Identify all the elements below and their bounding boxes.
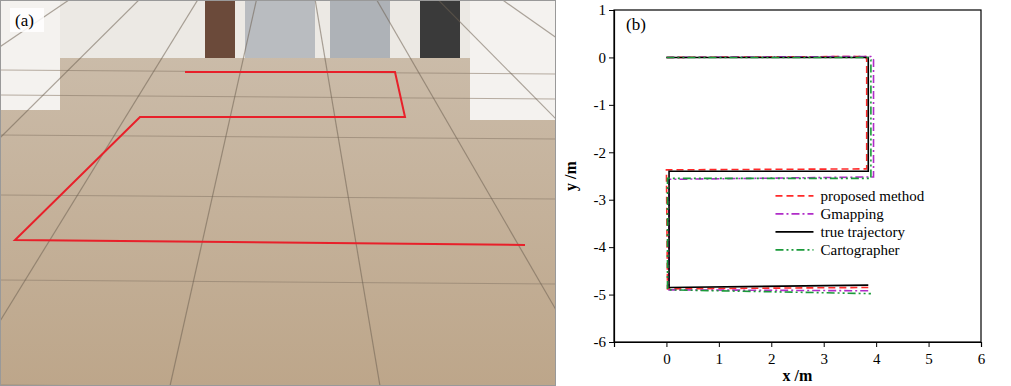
tick-label: -5 bbox=[594, 287, 607, 303]
tile-seam bbox=[290, 0, 380, 386]
tick-mark bbox=[609, 57, 614, 58]
tile-seam bbox=[0, 0, 290, 386]
wall-right bbox=[470, 0, 556, 120]
panel-label: (a) bbox=[15, 11, 34, 30]
panel-label: (b) bbox=[626, 15, 646, 34]
tick-mark bbox=[824, 342, 825, 347]
tile-seam bbox=[170, 0, 290, 386]
tick-mark bbox=[666, 342, 667, 347]
x-axis-title: x /m bbox=[783, 367, 813, 384]
tick: 0 bbox=[599, 50, 615, 66]
tick-mark bbox=[609, 200, 614, 201]
photo-content bbox=[0, 0, 556, 386]
tick-label: -1 bbox=[594, 97, 607, 113]
plot-frame bbox=[614, 10, 981, 342]
tick: -2 bbox=[594, 145, 615, 161]
legend: proposed method Gmapping true trajectory Ca… bbox=[775, 188, 924, 258]
tick-label: 1 bbox=[599, 2, 607, 18]
tick: -6 bbox=[594, 334, 615, 350]
tick-mark bbox=[719, 342, 720, 347]
tick-label: -2 bbox=[594, 145, 607, 161]
tick-label: 5 bbox=[925, 351, 933, 367]
tick-label: 2 bbox=[768, 351, 776, 367]
tile-seam bbox=[290, 0, 556, 386]
tick-mark bbox=[981, 342, 982, 347]
tick: -3 bbox=[594, 192, 615, 208]
tick-mark bbox=[609, 342, 614, 343]
door bbox=[205, 0, 235, 58]
tick-mark bbox=[609, 247, 614, 248]
tick: 1 bbox=[599, 2, 615, 18]
tick: 5 bbox=[925, 342, 933, 367]
tick-label: -3 bbox=[594, 192, 607, 208]
tick: 4 bbox=[873, 342, 881, 367]
tick-mark bbox=[771, 342, 772, 347]
label-bg bbox=[10, 8, 44, 32]
tile-seam bbox=[0, 95, 556, 99]
tick-mark bbox=[609, 295, 614, 296]
tick-mark bbox=[929, 342, 930, 347]
legend-item: proposed method bbox=[775, 188, 924, 204]
tick-label: 6 bbox=[978, 351, 986, 367]
floor-path bbox=[15, 72, 525, 245]
tile-seam bbox=[290, 0, 556, 386]
legend-swatch bbox=[775, 231, 813, 233]
x-axis: 0 1 2 3 4 5 6 bbox=[615, 342, 986, 367]
tile-seam bbox=[0, 280, 556, 284]
tile-seam bbox=[290, 0, 556, 386]
tick-label: 4 bbox=[873, 351, 881, 367]
legend-label: proposed method bbox=[820, 188, 924, 204]
tick: 1 bbox=[716, 342, 724, 367]
chart-panel: 0 1 2 3 4 5 6 -6 -5 -4 -3 -2 -1 0 1 x /m y /m (b) proposed… bbox=[562, 2, 986, 384]
tick: 3 bbox=[820, 342, 828, 367]
wall-left bbox=[0, 0, 60, 110]
tick: -5 bbox=[594, 287, 615, 303]
axis-line bbox=[615, 343, 982, 348]
legend-label: Cartographer bbox=[820, 242, 899, 258]
photo-frame bbox=[1, 1, 556, 386]
legend-swatch bbox=[775, 249, 813, 251]
tick-label: 0 bbox=[599, 50, 607, 66]
series-line bbox=[666, 57, 870, 293]
tick: 6 bbox=[978, 342, 986, 367]
tick-mark bbox=[609, 152, 614, 153]
legend-label: Gmapping bbox=[820, 206, 884, 222]
tile-seam bbox=[0, 0, 290, 386]
tick-mark bbox=[609, 10, 614, 11]
legend-item: true trajectory bbox=[775, 224, 905, 240]
tick-mark bbox=[876, 342, 877, 347]
elevator bbox=[330, 0, 390, 58]
tile-seam bbox=[0, 195, 556, 199]
tick-label: 1 bbox=[716, 351, 724, 367]
tick-mark bbox=[609, 105, 614, 106]
tick: -4 bbox=[594, 239, 615, 255]
tick-label: -6 bbox=[594, 334, 607, 350]
tick-label: 3 bbox=[820, 351, 828, 367]
legend-label: true trajectory bbox=[820, 224, 905, 240]
tick-label: 0 bbox=[663, 351, 671, 367]
photo-panel: (a) bbox=[0, 0, 1011, 386]
figure: (a) 0 1 2 3 4 5 6 -6 -5 -4 -3 -2 -1 0 1 x /m y /m (b) propo… bbox=[0, 0, 1011, 386]
tick-label: -4 bbox=[594, 239, 607, 255]
tile-seam bbox=[0, 135, 556, 139]
y-axis: -6 -5 -4 -3 -2 -1 0 1 bbox=[594, 2, 615, 350]
tick: 2 bbox=[768, 342, 776, 367]
tick: -1 bbox=[594, 97, 615, 113]
legend-item: Cartographer bbox=[775, 242, 899, 258]
elevator bbox=[245, 0, 315, 58]
tile-seam bbox=[0, 0, 290, 386]
y-axis-title: y /m bbox=[562, 160, 580, 190]
legend-swatch bbox=[775, 213, 813, 215]
legend-item: Gmapping bbox=[775, 206, 884, 222]
axis-line bbox=[609, 11, 615, 343]
door bbox=[420, 0, 460, 58]
tick: 0 bbox=[663, 342, 671, 367]
legend-swatch bbox=[775, 195, 813, 197]
